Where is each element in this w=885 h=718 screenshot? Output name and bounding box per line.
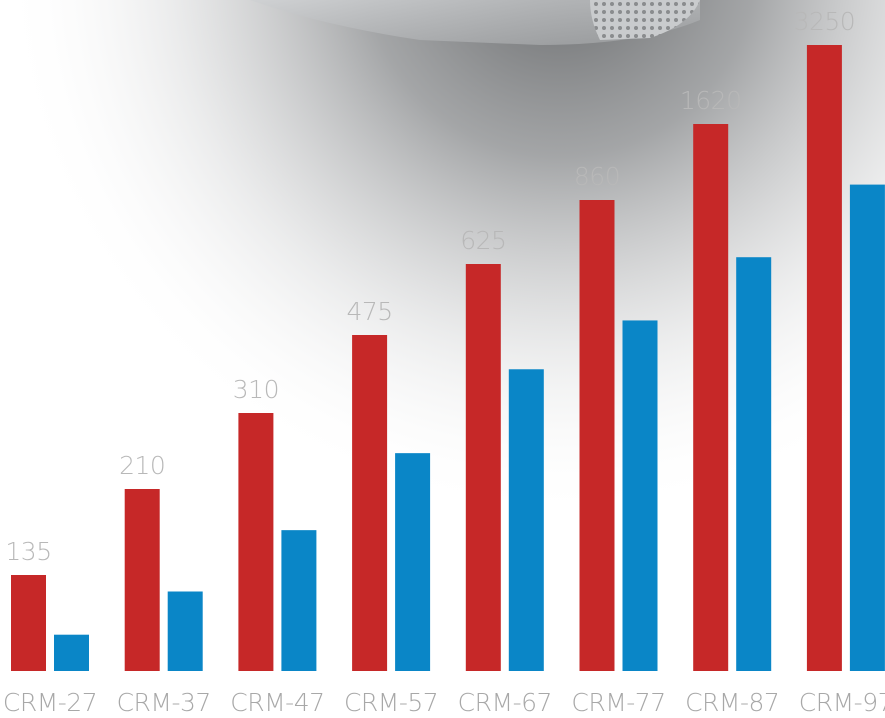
data-label-crm-27: 135 <box>5 537 52 566</box>
data-label-crm-37: 210 <box>119 451 166 480</box>
bar-red-crm-87 <box>693 124 729 671</box>
bar-blue-crm-67 <box>508 369 544 671</box>
bar-red-crm-27 <box>11 575 46 671</box>
category-label-crm-27: CRM-27 <box>2 688 98 717</box>
category-label-crm-77: CRM-77 <box>571 688 666 717</box>
bar-red-crm-37 <box>124 489 160 671</box>
bar-red-crm-47 <box>238 413 274 671</box>
category-label-crm-97: CRM-97 <box>798 688 885 717</box>
data-label-crm-47: 310 <box>232 375 280 404</box>
bar-blue-crm-97 <box>849 184 885 671</box>
category-label-crm-87: CRM-87 <box>685 688 780 717</box>
bar-red-crm-57 <box>352 335 388 671</box>
data-label-crm-77: 860 <box>573 162 621 191</box>
bar-blue-crm-27 <box>54 634 89 671</box>
category-label-crm-57: CRM-57 <box>343 688 439 717</box>
category-label-crm-67: CRM-67 <box>457 688 553 717</box>
category-label-crm-37: CRM-37 <box>116 688 212 717</box>
data-label-crm-67: 625 <box>460 226 507 255</box>
bar-blue-crm-37 <box>167 591 203 671</box>
bar-red-crm-67 <box>465 264 501 671</box>
bar-blue-crm-87 <box>736 257 772 671</box>
bar-blue-crm-47 <box>281 530 317 671</box>
bar-red-crm-77 <box>579 200 615 671</box>
data-label-crm-57: 475 <box>346 297 393 326</box>
bar-blue-crm-77 <box>622 320 658 671</box>
bar-red-crm-97 <box>806 45 842 671</box>
data-label-crm-97: 3250 <box>793 7 856 36</box>
category-label-crm-47: CRM-47 <box>230 688 325 717</box>
bar-blue-crm-57 <box>395 453 431 671</box>
data-label-crm-87: 1620 <box>679 86 742 115</box>
